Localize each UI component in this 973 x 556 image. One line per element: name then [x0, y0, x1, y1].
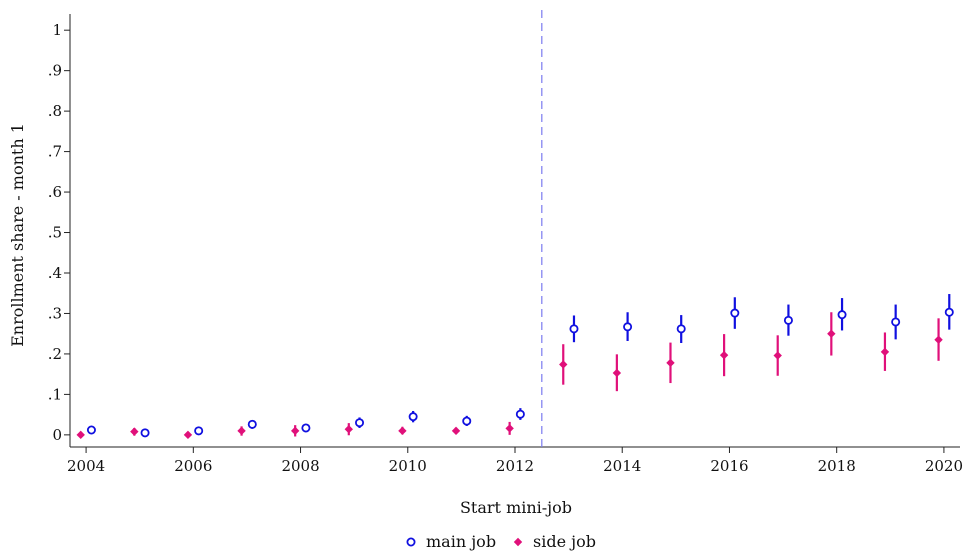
y-tick-label: .8 [48, 102, 62, 120]
y-tick-label: .7 [48, 143, 62, 161]
y-tick-label: 1 [52, 21, 62, 39]
y-tick-label: .6 [48, 183, 62, 201]
data-point [247, 419, 257, 429]
y-tick-label: .9 [48, 62, 62, 80]
legend-item: main job [406, 532, 496, 551]
data-point [505, 424, 514, 433]
data-point [290, 426, 300, 436]
data-point [880, 347, 890, 357]
data-point [569, 324, 579, 334]
legend-label: main job [426, 532, 496, 551]
data-point [827, 329, 836, 338]
y-tick-label: .1 [48, 385, 62, 403]
data-point [462, 416, 472, 426]
data-point [934, 335, 943, 344]
data-point [730, 308, 740, 318]
x-tick-label: 2008 [281, 457, 319, 475]
data-point [451, 426, 461, 436]
x-tick-label: 2020 [925, 457, 963, 475]
data-point [719, 350, 729, 360]
x-tick-label: 2016 [710, 457, 748, 475]
data-point [408, 412, 418, 422]
series-main-job [86, 294, 954, 438]
data-point [676, 324, 686, 334]
data-point [666, 358, 675, 368]
data-point [301, 423, 311, 433]
data-point [237, 426, 246, 436]
data-point [130, 427, 139, 436]
x-tick-label: 2014 [603, 457, 641, 475]
series-layer [76, 294, 954, 440]
y-tick-label: 0 [52, 426, 62, 444]
y-tick-label: .4 [48, 264, 62, 282]
data-point [837, 310, 847, 320]
data-point [194, 426, 204, 436]
data-point [623, 322, 633, 332]
y-tick-label: .3 [48, 304, 62, 322]
legend-label: side job [533, 532, 596, 551]
data-point [559, 360, 568, 369]
y-tick-label: .5 [48, 224, 62, 242]
y-axis-title: Enrollment share - month 1 [8, 123, 27, 347]
data-point [355, 418, 365, 428]
data-point [891, 317, 901, 327]
x-tick-label: 2018 [818, 457, 856, 475]
data-point [183, 430, 193, 440]
legend: main job side job [406, 532, 596, 551]
legend-item: side job [513, 532, 596, 551]
legend-marker-diamond-icon [513, 537, 523, 547]
data-point [398, 426, 407, 436]
data-point [76, 430, 85, 440]
data-point [515, 409, 525, 419]
x-tick-label: 2010 [389, 457, 427, 475]
x-tick-label: 2012 [496, 457, 534, 475]
y-tick-label: .2 [48, 345, 62, 363]
data-point [344, 424, 353, 434]
data-point [86, 425, 96, 435]
x-axis-title: Start mini-job [460, 498, 572, 517]
series-side-job [76, 312, 943, 440]
axes: 0 .1 .2 .3 .4 .5 .6 .7 .8 .9 1 2004 2006 2008 2010 2012… [48, 14, 963, 475]
x-tick-label: 2006 [174, 457, 212, 475]
data-point [773, 351, 782, 360]
data-point [140, 428, 150, 438]
legend-marker-circle-icon [406, 537, 416, 547]
data-point [783, 315, 793, 325]
data-point [944, 307, 954, 317]
data-point [612, 368, 622, 378]
x-tick-label: 2004 [67, 457, 105, 475]
